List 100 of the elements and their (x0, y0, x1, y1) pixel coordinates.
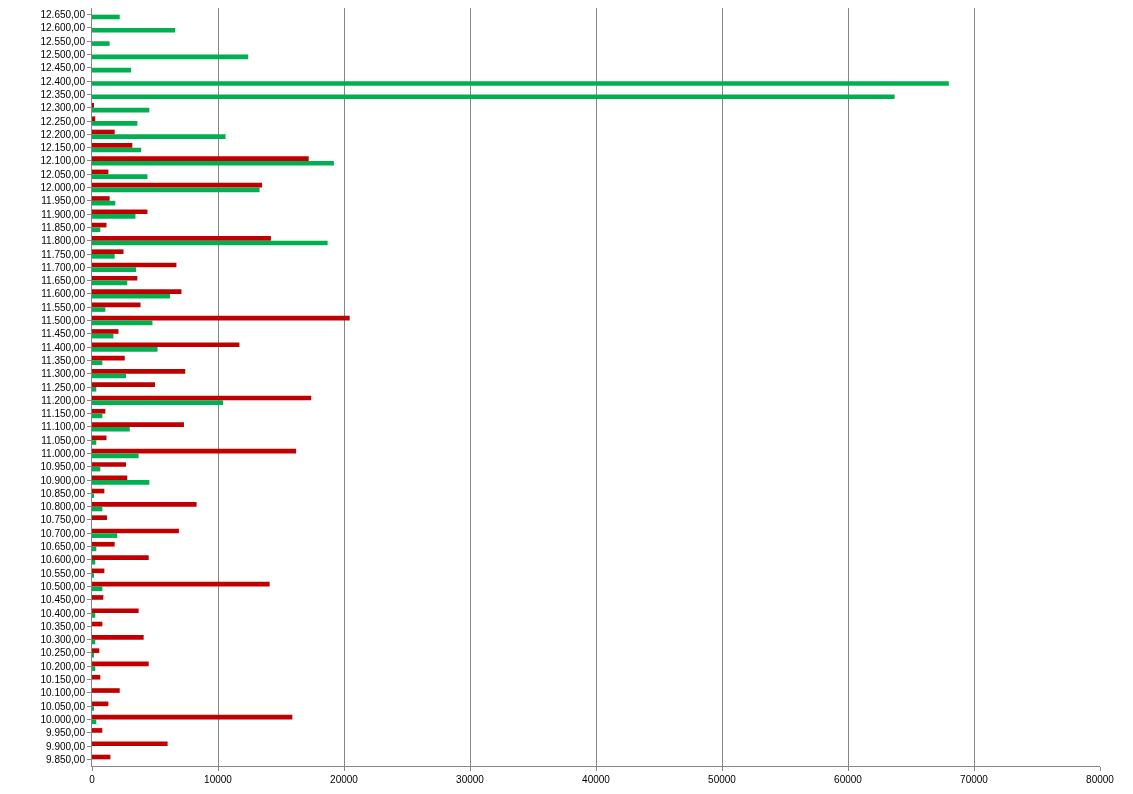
bar (92, 440, 97, 445)
y-tick-label: 9.850,00 (46, 753, 86, 765)
y-tick-label: 10.900,00 (40, 474, 86, 486)
x-tick-label: 30000 (456, 774, 485, 785)
y-tick-label: 10.800,00 (40, 501, 86, 513)
bar (92, 236, 271, 241)
x-tick-label: 10000 (204, 774, 233, 785)
bar (92, 267, 137, 272)
y-tick-label: 10.700,00 (40, 527, 86, 539)
bar (92, 555, 149, 560)
y-tick-label: 12.350,00 (40, 88, 86, 100)
bar (92, 462, 127, 467)
bar (92, 426, 130, 432)
y-tick-label: 10.750,00 (40, 514, 86, 526)
bar (92, 480, 150, 485)
bar (92, 41, 110, 46)
y-tick-label: 11.300,00 (41, 368, 86, 380)
y-tick-label: 10.150,00 (40, 674, 86, 686)
bar (92, 142, 133, 148)
y-tick-label: 10.250,00 (40, 647, 86, 659)
x-tick-label: 20000 (330, 774, 359, 785)
bar (92, 116, 96, 122)
y-tick-label: 11.050,00 (41, 434, 86, 446)
bar (92, 289, 182, 294)
bar (92, 209, 148, 215)
y-tick-label: 11.250,00 (41, 381, 86, 393)
y-tick-label: 11.350,00 (41, 354, 86, 366)
y-tick-label: 10.100,00 (40, 687, 86, 699)
bar (92, 688, 120, 693)
y-tick-label: 12.450,00 (40, 62, 86, 74)
y-tick-label: 11.700,00 (41, 261, 86, 273)
bar (92, 275, 138, 281)
bar (92, 719, 97, 725)
bar (92, 502, 197, 507)
bar (92, 94, 895, 100)
y-tick-label: 12.300,00 (40, 102, 86, 114)
y-tick-label: 10.300,00 (40, 634, 86, 646)
bar (92, 315, 350, 321)
y-tick-label: 12.400,00 (40, 75, 86, 87)
bar (92, 400, 224, 405)
bar (92, 360, 103, 366)
y-tick-label: 11.500,00 (41, 315, 86, 327)
bar (92, 293, 171, 299)
bar (92, 347, 158, 352)
x-tick-label: 40000 (582, 774, 611, 785)
y-tick-label: 10.000,00 (40, 713, 86, 725)
bar (92, 134, 226, 139)
bar (92, 595, 104, 600)
bar (92, 741, 168, 747)
y-tick-label: 12.650,00 (40, 9, 86, 21)
y-tick-label: 12.250,00 (40, 115, 86, 127)
bar (92, 227, 101, 233)
bar (92, 182, 263, 188)
bar (92, 586, 103, 592)
y-tick-label: 11.650,00 (41, 275, 86, 287)
y-tick-label: 9.900,00 (46, 740, 86, 752)
y-tick-label: 11.750,00 (41, 248, 86, 260)
x-tick-label: 0 (89, 774, 96, 785)
y-tick-label: 10.050,00 (40, 700, 86, 712)
bar (92, 515, 108, 520)
bar (92, 27, 176, 33)
y-tick-label: 9.950,00 (46, 727, 86, 739)
bar (92, 387, 97, 392)
y-tick-label: 11.900,00 (41, 208, 86, 220)
y-tick-label: 11.850,00 (41, 221, 86, 233)
y-tick-label: 11.600,00 (41, 288, 86, 300)
y-tick-label: 10.200,00 (40, 660, 86, 672)
y-tick-label: 11.550,00 (41, 301, 86, 313)
y-tick-label: 12.100,00 (40, 155, 86, 167)
y-tick-label: 10.450,00 (40, 594, 86, 606)
bar (92, 613, 96, 618)
y-tick-label: 12.050,00 (40, 168, 86, 180)
y-tick-label: 11.800,00 (41, 235, 86, 247)
y-tick-label: 11.400,00 (41, 341, 86, 353)
y-tick-label: 12.000,00 (40, 182, 86, 194)
bar (92, 559, 96, 565)
bar (92, 249, 124, 255)
y-tick-label: 10.400,00 (40, 607, 86, 619)
y-tick-label: 11.450,00 (41, 328, 86, 340)
y-tick-label: 12.500,00 (40, 49, 86, 61)
y-tick-label: 10.550,00 (40, 567, 86, 579)
y-tick-label: 12.150,00 (40, 142, 86, 154)
bar (92, 635, 144, 640)
bar (92, 307, 106, 312)
bar (92, 533, 118, 538)
bar (92, 81, 949, 86)
bar (92, 382, 155, 387)
bar (92, 728, 103, 733)
y-tick-label: 10.500,00 (40, 580, 86, 592)
y-tick-label: 12.550,00 (40, 35, 86, 47)
bar (92, 674, 101, 680)
y-tick-label: 12.200,00 (40, 128, 86, 140)
y-tick-label: 11.950,00 (41, 195, 86, 207)
bar (92, 408, 106, 414)
bar (92, 121, 138, 126)
bar (92, 608, 139, 614)
x-tick-label: 60000 (834, 774, 863, 785)
bar (92, 541, 115, 547)
y-tick-label: 12.600,00 (40, 22, 86, 34)
bar (92, 342, 240, 348)
